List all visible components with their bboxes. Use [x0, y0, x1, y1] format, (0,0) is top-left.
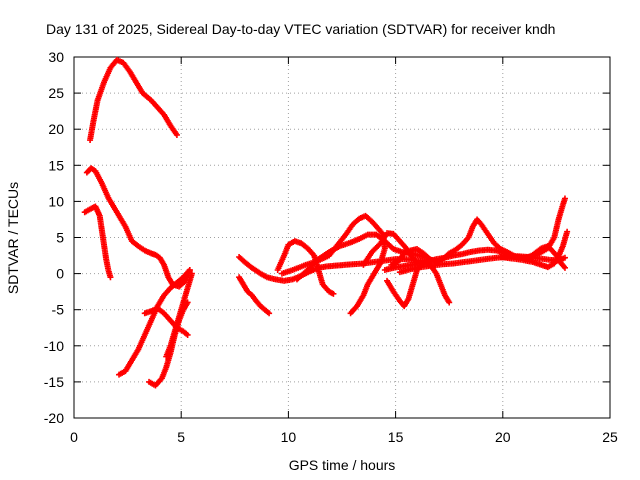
series-sat-n: [388, 216, 523, 268]
series-sat-c: [81, 203, 114, 281]
series-sat-g: [163, 270, 195, 360]
series-sat-h: [236, 274, 273, 317]
y-tick-label: 10: [48, 193, 64, 209]
y-tick-label: 0: [56, 266, 64, 282]
y-tick-label: 25: [48, 85, 64, 101]
axis-ticks: 0 5 10 15 20 25 -20 -15 -10 -5 0 5 10 15 20 25 30: [44, 49, 618, 445]
data-point: [561, 195, 568, 202]
series-sat-a: [87, 56, 180, 144]
data-point: [186, 266, 193, 273]
series-sat-d: [116, 266, 193, 378]
data-point: [184, 331, 191, 338]
data-point: [347, 310, 354, 317]
data-point: [561, 264, 568, 271]
series-sat-k: [278, 212, 388, 317]
data-points: [81, 56, 571, 389]
y-tick-label: 15: [48, 157, 64, 173]
x-tick-label: 0: [70, 429, 78, 445]
y-tick-label: -5: [52, 302, 65, 318]
x-tick-label: 25: [602, 429, 618, 445]
y-tick-label: 30: [48, 49, 64, 65]
series-sat-s: [521, 243, 568, 271]
data-point: [330, 290, 337, 297]
y-tick-label: -15: [44, 374, 64, 390]
x-tick-label: 20: [495, 429, 511, 445]
data-point: [564, 228, 571, 235]
data-point: [173, 131, 180, 138]
series-sat-l: [293, 231, 431, 283]
x-axis-label: GPS time / hours: [289, 457, 396, 473]
x-tick-label: 10: [281, 429, 297, 445]
data-point: [188, 270, 195, 277]
y-tick-label: 20: [48, 121, 64, 137]
y-axis-label: SDTVAR / TECUs: [5, 182, 21, 294]
series-sat-f: [141, 305, 191, 338]
data-point: [561, 254, 568, 261]
data-point: [446, 299, 453, 306]
x-tick-label: 5: [177, 429, 185, 445]
data-point: [107, 274, 114, 281]
series-sat-j: [274, 238, 337, 297]
x-tick-label: 15: [388, 429, 404, 445]
chart-title: Day 131 of 2025, Sidereal Day-to-day VTE…: [46, 21, 555, 37]
y-tick-label: -10: [44, 338, 64, 354]
y-tick-label: -20: [44, 410, 64, 426]
data-point: [266, 310, 273, 317]
y-tick-label: 5: [56, 230, 64, 246]
